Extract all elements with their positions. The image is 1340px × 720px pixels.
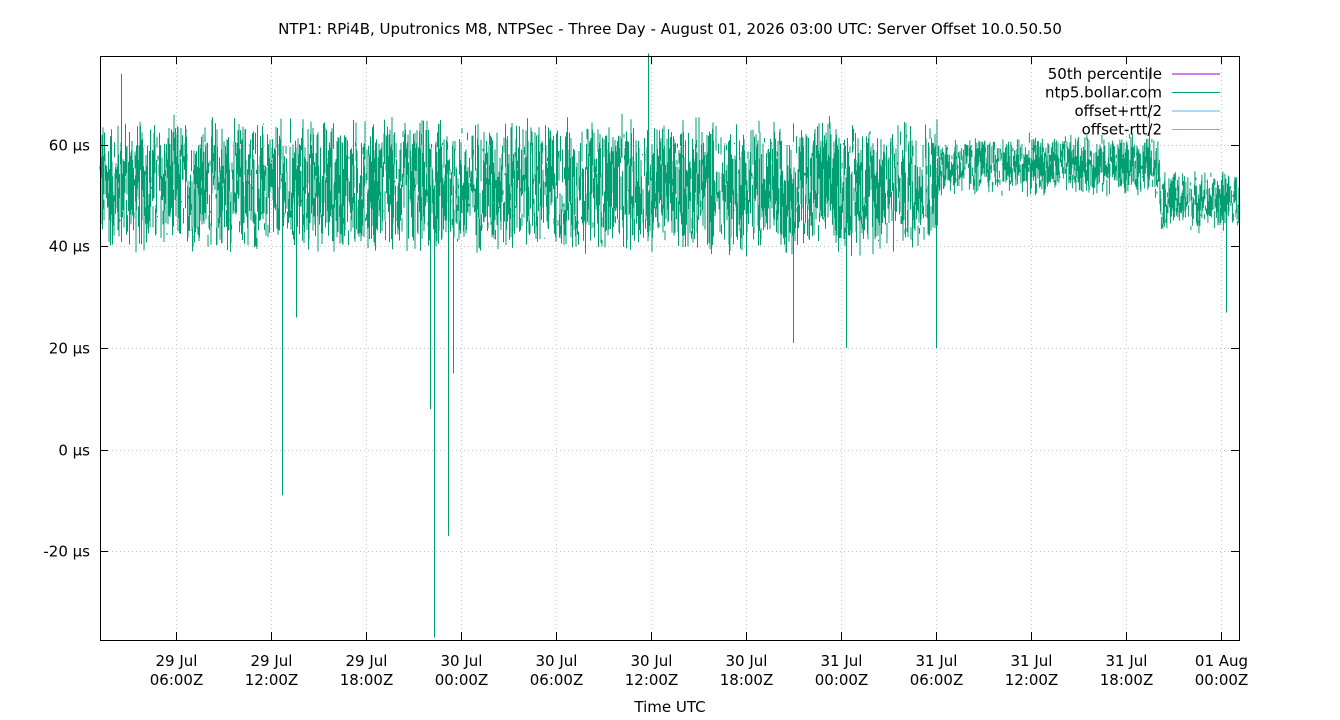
x-tick-label-date: 29 Jul — [251, 652, 293, 670]
x-tick-label-date: 29 Jul — [156, 652, 198, 670]
x-tick-label-date: 30 Jul — [441, 652, 483, 670]
legend-label: offset+rtt/2 — [1074, 102, 1162, 120]
x-tick-label-time: 18:00Z — [1100, 671, 1154, 689]
y-tick-label: 0 µs — [58, 442, 90, 460]
x-tick-label-time: 06:00Z — [910, 671, 964, 689]
x-tick-label-date: 31 Jul — [821, 652, 863, 670]
y-tick-label: 40 µs — [49, 238, 90, 256]
x-tick-label-time: 12:00Z — [625, 671, 679, 689]
x-tick-label-date: 31 Jul — [1106, 652, 1148, 670]
legend-label: offset-rtt/2 — [1082, 121, 1162, 139]
x-axis-label: Time UTC — [633, 698, 705, 716]
series-area — [99, 53, 1240, 638]
x-tick-label-date: 30 Jul — [726, 652, 768, 670]
x-tick-label-time: 00:00Z — [815, 671, 869, 689]
x-tick-label-time: 12:00Z — [1005, 671, 1059, 689]
legend-label: 50th percentile — [1048, 65, 1162, 83]
x-tick-label-date: 01 Aug — [1195, 652, 1248, 670]
x-tick-label-time: 18:00Z — [340, 671, 394, 689]
y-tick-label: -20 µs — [43, 543, 90, 561]
chart-title: NTP1: RPi4B, Uputronics M8, NTPSec - Thr… — [278, 20, 1062, 38]
legend-label: ntp5.bollar.com — [1045, 84, 1162, 102]
x-tick-label-time: 00:00Z — [435, 671, 489, 689]
y-axis: 60 µs 40 µs 20 µs 0 µs -20 µs — [43, 137, 1239, 561]
y-tick-label: 60 µs — [49, 137, 90, 155]
ntp5-series-trace — [99, 114, 1240, 257]
y-tick-label: 20 µs — [49, 340, 90, 358]
x-tick-label-date: 30 Jul — [631, 652, 673, 670]
x-tick-label-date: 31 Jul — [1011, 652, 1053, 670]
x-tick-label-date: 31 Jul — [916, 652, 958, 670]
x-tick-label-time: 12:00Z — [245, 671, 299, 689]
x-tick-label-time: 06:00Z — [150, 671, 204, 689]
x-tick-label-time: 18:00Z — [720, 671, 774, 689]
x-tick-label-time: 06:00Z — [530, 671, 584, 689]
x-tick-label-date: 29 Jul — [346, 652, 388, 670]
x-tick-label-time: 00:00Z — [1195, 671, 1249, 689]
x-tick-label-date: 30 Jul — [536, 652, 578, 670]
grid — [100, 56, 1239, 640]
legend: 50th percentilentp5.bollar.comoffset+rtt… — [1045, 65, 1220, 139]
